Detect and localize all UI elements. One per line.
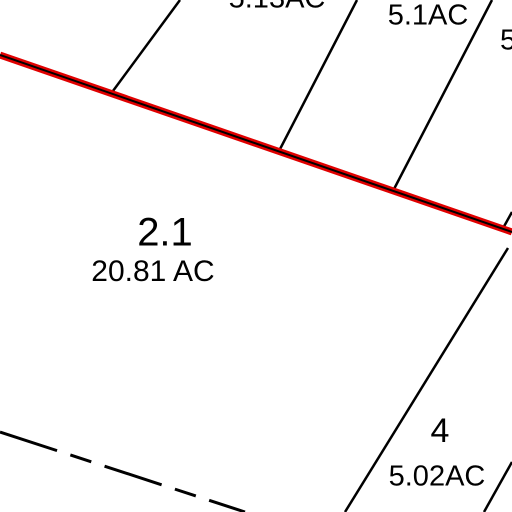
parcel-line [391, 0, 494, 192]
dashed-boundary [0, 430, 246, 512]
boundary-line [0, 54, 512, 233]
area-label: 5.1AC [388, 0, 469, 32]
parcel-line [276, 0, 359, 154]
area-label: 20.81 AC [91, 255, 214, 288]
area-label: 5.13AC [229, 0, 326, 15]
parcel-line [108, 0, 182, 96]
parcel-number: 4 [431, 412, 450, 450]
parcel-number: 2.1 [137, 211, 193, 255]
area-label: 5 [500, 25, 512, 57]
area-label: 5.02AC [389, 461, 486, 493]
parcel-line [482, 461, 512, 512]
parcel-line [343, 247, 510, 512]
